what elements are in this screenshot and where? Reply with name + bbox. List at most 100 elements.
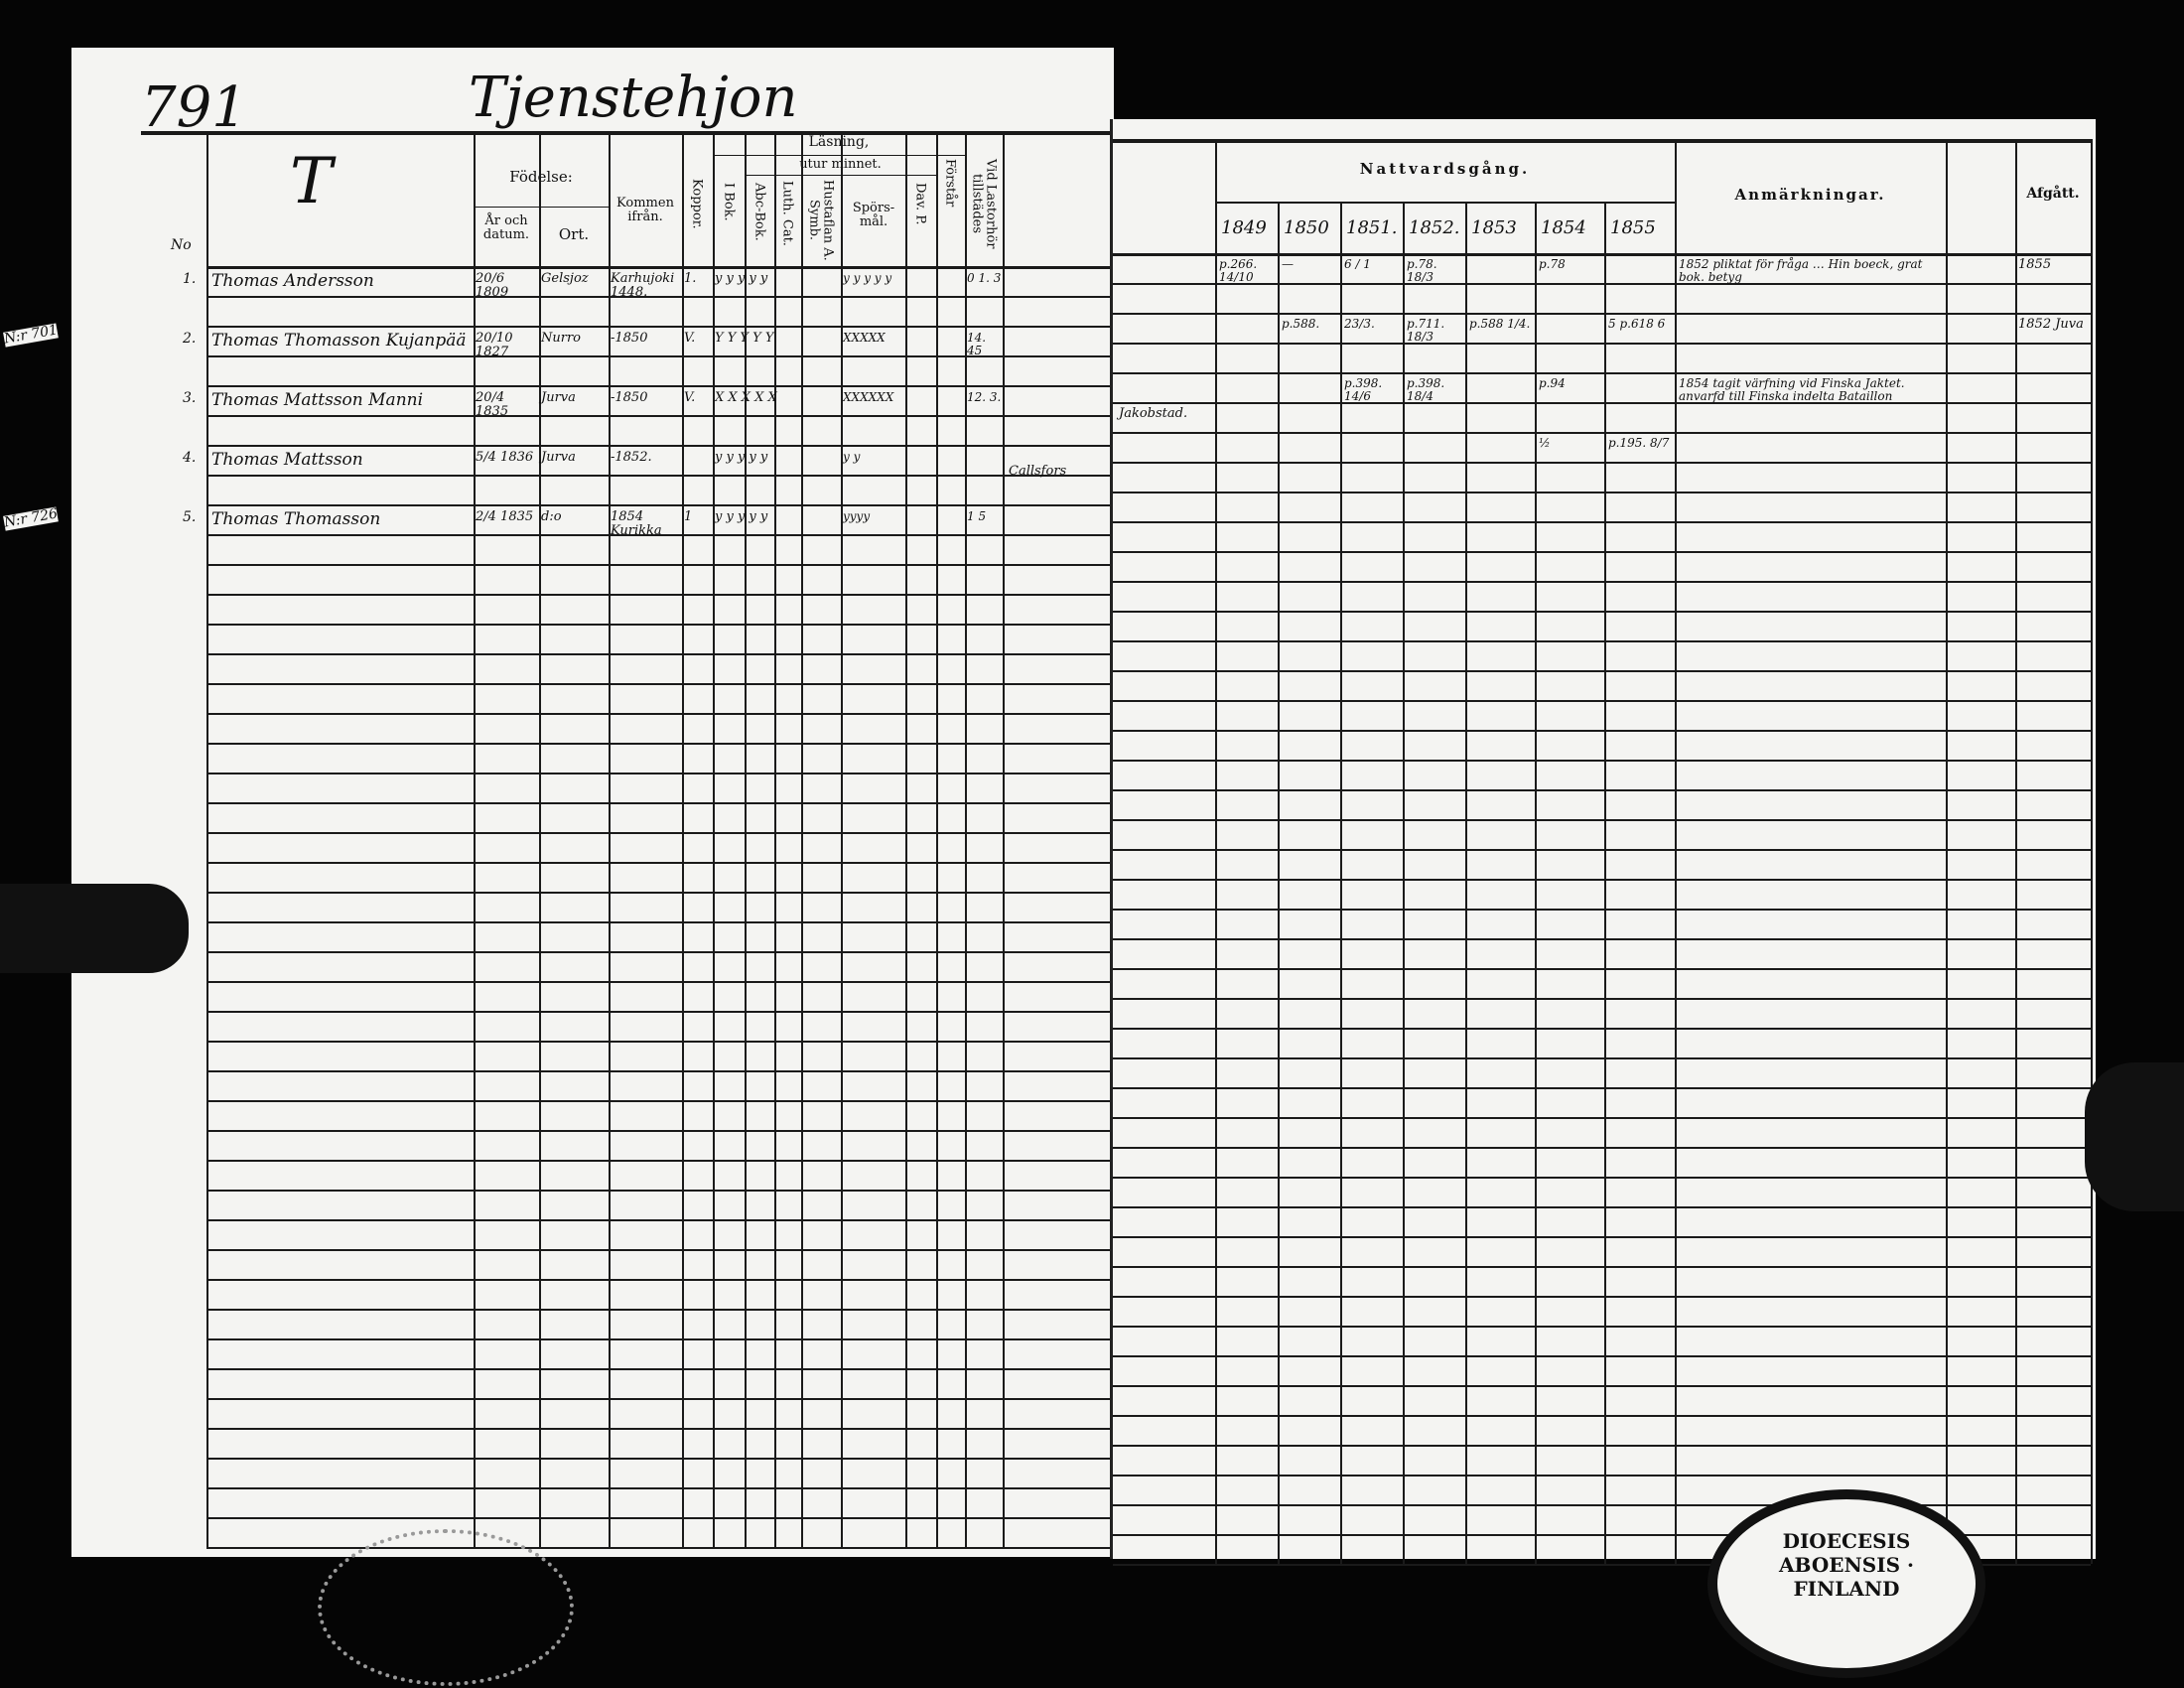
header-sub-rule (745, 175, 936, 176)
header-lasning: Läsning, (808, 134, 870, 150)
entry-sporsmal: XXXXXX (843, 390, 894, 404)
entry-reading-marks: y y y y y (715, 509, 768, 524)
entry-name: Thomas Mattsson (211, 450, 363, 470)
row-rule (206, 445, 1114, 447)
book-clip-left (0, 884, 189, 973)
row-rule (206, 832, 1114, 834)
header-nattvardsgang: Nattvardsgång. (1359, 160, 1531, 178)
row-rule (206, 1338, 1114, 1340)
entry-number: 4. (183, 450, 197, 466)
row-rule (1113, 700, 2091, 702)
entry-vid-lastorhor: 1 5 (967, 509, 987, 523)
row-rule (1113, 283, 2091, 285)
entry-birth-place: Nurro (541, 331, 582, 346)
year-header: 1849 (1221, 217, 1267, 238)
entry-vid-lastorhor: 14. 45 (967, 331, 987, 358)
communion-entry: p.266. 14/10 (1219, 257, 1258, 285)
right-page: Nattvardsgång. Anmärkningar. Afgått. 184… (1110, 119, 2096, 1566)
column-rule (609, 131, 611, 1547)
entry-name: Thomas Thomasson (211, 509, 381, 529)
column-rule (1604, 202, 1606, 1564)
book-clip-right (2085, 1062, 2184, 1211)
entry-birth-place: Jurva (541, 450, 576, 465)
row-rule (206, 1487, 1114, 1489)
entry-number: 2. (183, 331, 197, 347)
row-rule (1113, 1475, 2091, 1477)
entry-number: 5. (183, 509, 197, 525)
entry-sporsmal: XXXXX (843, 331, 886, 345)
column-rule (1675, 139, 1677, 1564)
column-rule (801, 131, 803, 1547)
row-rule (206, 1130, 1114, 1132)
row-rule (1113, 1326, 2091, 1328)
row-rule (1113, 640, 2091, 642)
diocese-stamp: DIOECESIS ABOENSIS · FINLAND (1707, 1489, 1985, 1678)
header-top-rule (141, 131, 1114, 135)
header-top-rule (1113, 139, 2091, 143)
entry-koppor: 1. (684, 271, 697, 286)
row-rule (1113, 968, 2091, 970)
row-rule (206, 326, 1114, 328)
column-rule (713, 131, 715, 1547)
communion-entry: p.711. 18/3 (1407, 317, 1445, 345)
header-utur-minnet: utur minnet. (799, 157, 882, 172)
entry-departed: 1852 Juva (2018, 317, 2084, 332)
row-rule (1113, 1385, 2091, 1387)
header-sporsmal: Spörs-mål. (852, 201, 895, 230)
margin-note: N:r 726 (2, 505, 60, 531)
row-rule (1113, 849, 2091, 851)
row-rule (1113, 313, 2091, 315)
header-luth-cat: Luth. Cat. (779, 181, 795, 246)
entry-came-from: 1854 Kurikka (611, 509, 662, 539)
entry-came-from: Karhujoki 1448. (611, 271, 675, 301)
column-rule (1946, 139, 1948, 1564)
header-abc-bok: Abc-Bok. (751, 183, 767, 241)
row-rule (206, 981, 1114, 983)
header-dav-p: Dav. P. (912, 183, 928, 225)
year-header: 1854 (1541, 217, 1586, 238)
row-rule (206, 921, 1114, 923)
row-rule (1113, 1087, 2091, 1089)
communion-entry: p.195. 8/7 (1608, 436, 1670, 450)
entry-birth-place: Gelsjoz (541, 271, 589, 286)
row-rule (1113, 1296, 2091, 1298)
header-ort: Ort. (558, 225, 590, 243)
row-rule (1113, 432, 2091, 434)
row-rule (206, 743, 1114, 745)
row-rule (206, 624, 1114, 626)
row-rule (206, 1190, 1114, 1192)
entry-remarks: 1852 pliktat för fråga … Hin boeck, grat… (1679, 257, 1923, 285)
entry-sporsmal: yyyy (843, 509, 871, 523)
communion-entry: 5 p.618 6 (1608, 317, 1666, 331)
header-sub-rule (474, 207, 609, 208)
entry-name: Thomas Thomasson Kujanpää (211, 331, 467, 351)
row-rule (1113, 1177, 2091, 1179)
column-rule (682, 131, 684, 1547)
column-rule (1340, 202, 1342, 1564)
row-rule (1113, 1504, 2091, 1506)
row-rule (1113, 1147, 2091, 1149)
row-rule (1113, 819, 2091, 821)
entry-name: Thomas Andersson (211, 271, 374, 291)
row-rule (206, 1428, 1114, 1430)
row-rule (206, 1041, 1114, 1043)
row-rule (206, 892, 1114, 894)
entry-reading-marks: y y y y y (715, 271, 768, 286)
communion-entry: 6 / 1 (1344, 257, 1371, 271)
column-rule (1278, 202, 1280, 1564)
communion-entry: p.588. (1282, 317, 1320, 331)
communion-entry: p.588 1/4. (1469, 317, 1531, 331)
column-rule (841, 131, 843, 1547)
entry-vid-lastorhor: 0 1. 3 (967, 271, 1002, 285)
entry-birth-date: 5/4 1836 (476, 450, 534, 465)
column-rule (965, 131, 967, 1547)
column-rule (206, 131, 208, 1547)
header-sub-rule (713, 155, 965, 156)
row-rule (206, 1160, 1114, 1162)
row-rule (1113, 492, 2091, 493)
row-rule (206, 385, 1114, 387)
row-rule (206, 802, 1114, 804)
year-header: 1853 (1471, 217, 1517, 238)
row-rule (206, 355, 1114, 357)
row-rule (206, 266, 1114, 269)
